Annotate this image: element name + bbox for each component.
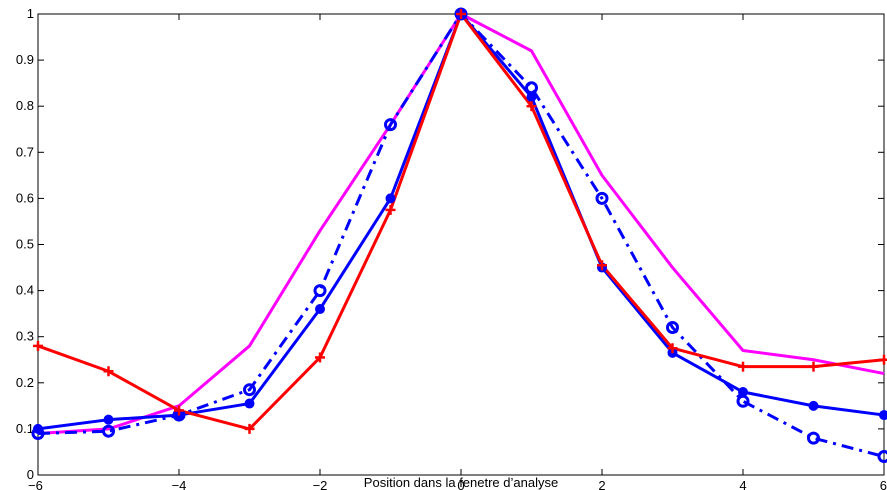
data-point [526,101,537,112]
x-tick-label: 0 [457,478,464,490]
data-point [877,450,887,464]
data-point [597,260,607,271]
data-point [879,410,887,421]
data-point [808,400,819,411]
data-point [666,320,679,334]
y-tick-label: 1 [27,6,34,21]
data-point [595,191,609,205]
data-point [667,343,678,354]
x-tick-label: −4 [172,478,187,490]
data-point [315,352,325,363]
data-point [456,9,466,19]
data-point [103,414,114,425]
data-point [243,383,256,397]
data-point [385,204,396,215]
x-tick-label: −2 [313,478,328,490]
data-point [738,361,748,372]
data-point [879,354,887,365]
data-point [807,431,820,445]
data-point [244,398,255,409]
y-tick-label: 0.3 [16,329,34,344]
series-markers [31,7,887,464]
data-point [315,304,325,315]
data-point [244,423,255,434]
data-point [808,361,819,372]
data-point [525,81,538,95]
x-axis-label: Position dans la fenetre d’analyse [364,475,558,490]
data-point [103,366,114,377]
data-point [736,394,750,408]
y-tick-label: 0.8 [16,98,34,113]
y-tick-label: 0.7 [16,144,34,159]
y-tick-label: 0.1 [16,421,34,436]
x-tick-label: −6 [28,478,43,490]
plot-area [37,13,885,476]
data-point [385,193,396,204]
x-tick-label: 4 [739,478,746,490]
y-tick-label: 0.9 [16,52,34,67]
data-point [174,405,184,416]
data-point [102,424,115,438]
data-point [384,118,397,132]
y-tick-label: 0.2 [16,375,34,390]
x-tick-label: 6 [880,478,887,490]
y-tick-label: 0.5 [16,237,34,252]
x-tick-label: 2 [598,478,605,490]
data-point [313,284,327,298]
y-tick-label: 0.6 [16,190,34,205]
data-point [31,427,45,441]
y-tick-label: 0 [27,467,34,482]
y-tick-label: 0.4 [16,283,34,298]
data-point [33,340,43,351]
